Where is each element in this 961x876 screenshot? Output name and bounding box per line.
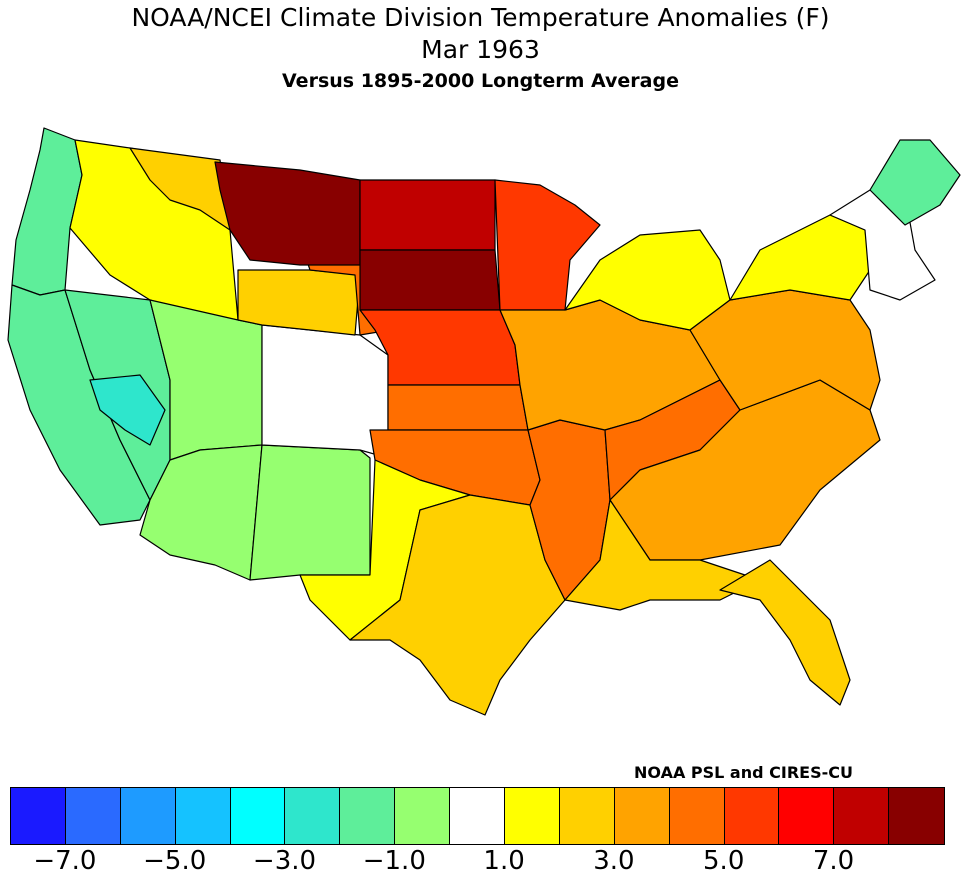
legend-swatch bbox=[285, 788, 341, 844]
legend-swatch bbox=[559, 788, 615, 844]
legend-swatch bbox=[779, 788, 835, 844]
legend-tick-label: −1.0 bbox=[362, 846, 426, 876]
region-gulf-coast bbox=[564, 499, 761, 611]
legend-swatch bbox=[175, 788, 231, 844]
region-south-dakota bbox=[359, 249, 501, 311]
color-legend bbox=[10, 787, 946, 845]
legend-tick-label: −5.0 bbox=[143, 846, 207, 876]
region-maine bbox=[869, 139, 961, 226]
legend-tick-label: −7.0 bbox=[33, 846, 97, 876]
legend-tick-label: 7.0 bbox=[812, 846, 855, 876]
legend-tick-label: 1.0 bbox=[483, 846, 525, 876]
map-title: NOAA/NCEI Climate Division Temperature A… bbox=[131, 3, 830, 32]
region-montana-east bbox=[214, 161, 361, 266]
map-subtitle: Versus 1895-2000 Longterm Average bbox=[282, 70, 679, 92]
legend-swatch bbox=[230, 788, 286, 844]
region-central-nevada bbox=[89, 374, 166, 446]
region-kansas bbox=[387, 384, 529, 431]
region-new-york bbox=[729, 214, 871, 301]
legend-tick-label: −3.0 bbox=[252, 846, 317, 876]
region-texas bbox=[349, 494, 566, 716]
region-north-dakota bbox=[359, 179, 496, 251]
legend-tick-label: 5.0 bbox=[703, 846, 745, 876]
region-california bbox=[7, 284, 151, 526]
region-florida bbox=[719, 559, 851, 706]
legend-swatch bbox=[450, 788, 506, 844]
legend-swatch bbox=[505, 788, 560, 844]
region-montana-west bbox=[129, 147, 231, 231]
legend-swatch bbox=[834, 788, 890, 844]
map-date: Mar 1963 bbox=[421, 35, 540, 64]
legend-swatch bbox=[395, 788, 451, 844]
region-great-lakes bbox=[564, 229, 731, 331]
region-pacific-northwest bbox=[11, 127, 83, 296]
legend-swatch bbox=[11, 788, 66, 844]
us-climate-map bbox=[7, 127, 961, 716]
region-new-mexico bbox=[249, 444, 371, 581]
legend-swatch bbox=[120, 788, 176, 844]
legend-swatch bbox=[65, 788, 121, 844]
legend-swatch bbox=[889, 788, 945, 844]
region-colorado bbox=[261, 324, 389, 459]
legend-swatch bbox=[724, 788, 780, 844]
legend-swatch bbox=[614, 788, 670, 844]
legend-tick-label: 3.0 bbox=[593, 846, 635, 876]
legend-swatch bbox=[669, 788, 725, 844]
credit-label: NOAA PSL and CIRES-CU bbox=[634, 763, 853, 782]
legend-swatch bbox=[340, 788, 396, 844]
